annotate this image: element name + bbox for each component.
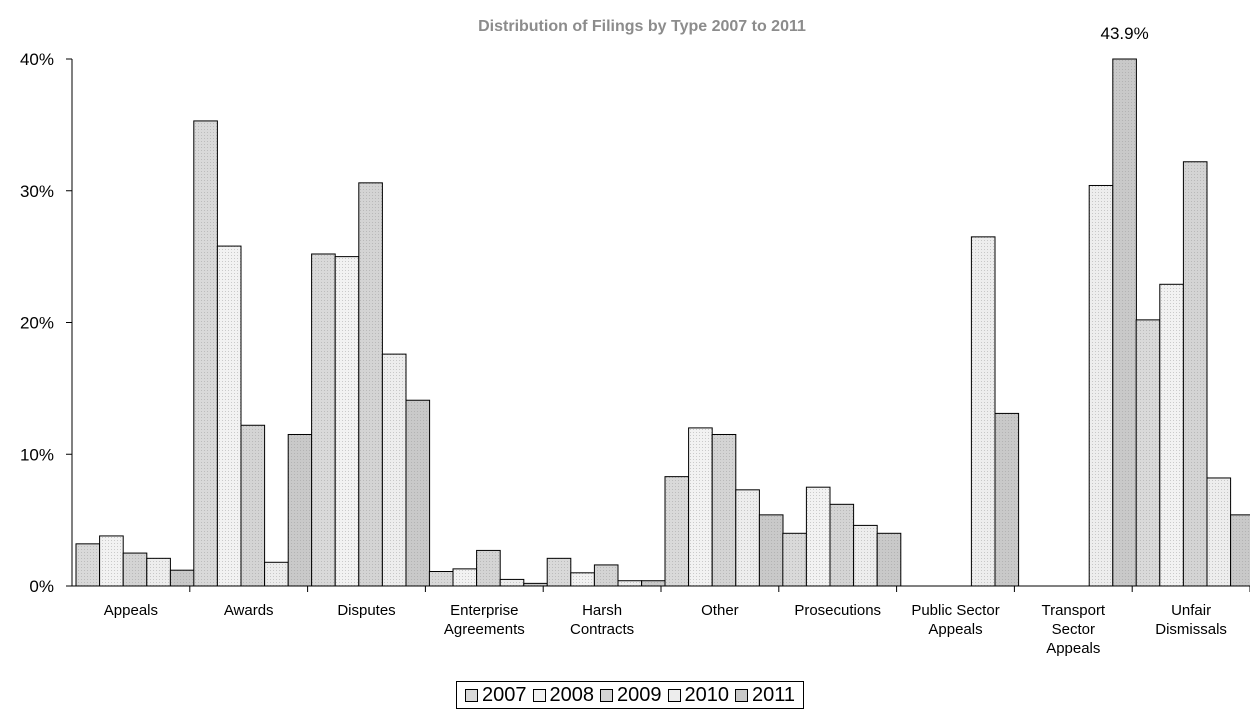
legend-item-2008: 2008 [532, 683, 595, 707]
legend-swatch [532, 688, 546, 702]
chart-title: Distribution of Filings by Type 2007 to … [478, 18, 806, 35]
bar-2007-prosecutions [782, 532, 807, 587]
x-category-label: Disputes [337, 602, 395, 619]
bar-2011-awards [287, 433, 313, 587]
bar-2007-unfair-dismissals [1135, 319, 1161, 587]
bar-2011-prosecutions [876, 532, 902, 587]
bar-2008-other [688, 427, 713, 587]
x-category-label: Awards [224, 602, 274, 619]
legend-item-2007: 2007 [465, 684, 527, 707]
legend-swatch [667, 688, 681, 702]
bar-2009-enterprise-agreements [476, 549, 501, 587]
bar-2009-appeals [122, 552, 148, 587]
x-category-label: Unfair Dismissals [1155, 602, 1227, 638]
y-tick-label: 10% [20, 445, 54, 464]
bar-2010-awards [264, 561, 289, 587]
chart-legend: 2007 2008 2009 2010 2011 [456, 681, 805, 709]
legend-label: 2008 [549, 683, 595, 706]
x-category-label: Other [701, 602, 739, 619]
x-category-label: Appeals [104, 602, 158, 619]
bar-2008-unfair-dismissals [1159, 283, 1184, 587]
legend-label: 2011 [752, 683, 796, 706]
legend-swatch [465, 688, 478, 702]
bar-2009-awards [240, 424, 266, 587]
legend-label: 2010 [684, 683, 730, 706]
bar-2011-public-sector-appeals [994, 412, 1020, 587]
bar-2011-appeals [169, 569, 195, 587]
bar-2009-disputes [358, 182, 383, 587]
y-tick-label: 30% [20, 182, 54, 201]
bar-2008-appeals [99, 535, 124, 587]
y-tick-label: 20% [20, 314, 54, 333]
bar-2010-enterprise-agreements [499, 578, 525, 587]
bar-2007-disputes [311, 253, 336, 587]
bar-2008-enterprise-agreements [452, 568, 478, 587]
x-category-label: Harsh Contracts [570, 602, 634, 638]
legend-item-2011: 2011 [735, 684, 795, 707]
legend-swatch [600, 688, 613, 702]
bar-2009-prosecutions [829, 503, 855, 587]
legend-swatch [735, 688, 748, 702]
x-category-label: Transport Sector Appeals [1041, 602, 1105, 657]
bar-2010-transport-sector-appeals [1088, 184, 1114, 587]
y-tick-label: 0% [29, 577, 54, 596]
bar-2010-prosecutions [853, 524, 878, 587]
bar-2007-harsh-contracts [546, 557, 572, 587]
x-category-label: Public Sector Appeals [911, 602, 999, 638]
bar-2010-other [735, 489, 760, 587]
bar-2007-enterprise-agreements [428, 571, 454, 587]
bar-2010-public-sector-appeals [970, 236, 996, 587]
bar-2007-appeals [75, 543, 101, 587]
bar-2009-unfair-dismissals [1182, 161, 1208, 587]
bar-2011-transport-sector-appeals [1112, 58, 1137, 587]
bar-2007-other [664, 476, 690, 587]
bar-2011-unfair-dismissals [1230, 514, 1250, 587]
x-category-label: Enterprise Agreements [444, 602, 525, 638]
bar-2010-harsh-contracts [617, 580, 643, 587]
legend-label: 2007 [482, 683, 527, 706]
bar-2008-harsh-contracts [570, 572, 595, 587]
bar-2010-appeals [146, 557, 171, 587]
overflow-value-label: 43.9% [1100, 24, 1148, 43]
bar-2009-harsh-contracts [593, 564, 619, 587]
bar-2008-disputes [334, 256, 360, 587]
bar-2008-prosecutions [805, 486, 831, 587]
x-category-label: Prosecutions [794, 602, 881, 619]
bar-2009-other [711, 433, 737, 587]
bar-2011-disputes [405, 399, 431, 587]
bar-2011-harsh-contracts [641, 580, 666, 587]
legend-label: 2009 [617, 683, 662, 706]
bar-2010-unfair-dismissals [1206, 477, 1232, 587]
bar-2011-other [758, 514, 784, 587]
legend-item-2010: 2010 [667, 683, 730, 707]
bar-2008-awards [216, 245, 242, 587]
bar-2010-disputes [381, 353, 407, 587]
y-tick-label: 40% [20, 50, 54, 69]
bar-2007-awards [193, 120, 218, 587]
legend-item-2009: 2009 [600, 684, 662, 707]
